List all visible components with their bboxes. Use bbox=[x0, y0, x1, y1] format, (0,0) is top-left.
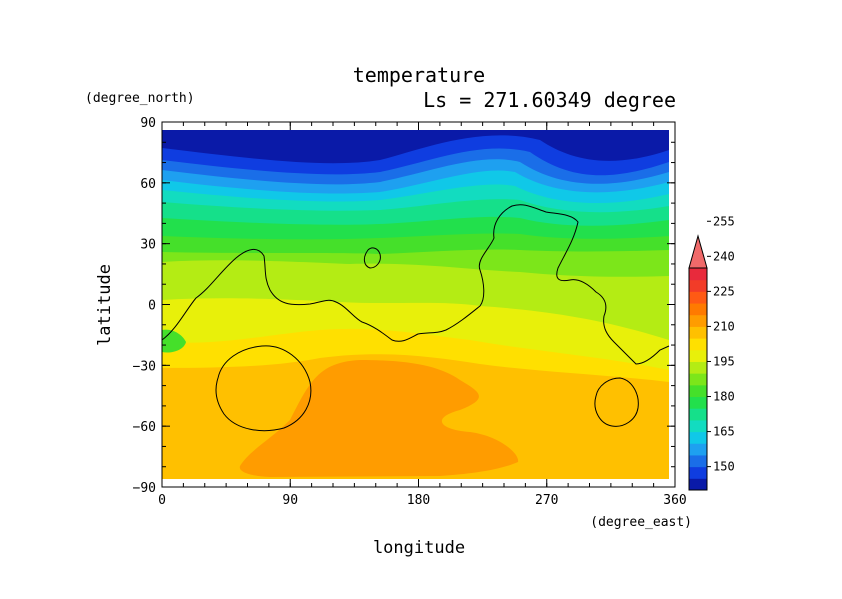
contour-small-island bbox=[363, 247, 381, 269]
x-units-label: (degree_east) bbox=[590, 515, 692, 530]
temperature-field bbox=[162, 130, 669, 479]
chart-title: temperature bbox=[353, 63, 485, 87]
colorbar-swatch bbox=[689, 408, 707, 421]
colorbar-tick-label: 195 bbox=[713, 354, 735, 368]
x-tick-label: 180 bbox=[407, 493, 430, 508]
colorbar-swatch bbox=[689, 454, 707, 468]
colorbar-tick-label: 150 bbox=[713, 460, 735, 474]
colorbar-swatch bbox=[689, 373, 707, 386]
colorbar-swatch bbox=[689, 431, 707, 444]
band-240 bbox=[239, 360, 519, 477]
colorbar-frame bbox=[688, 267, 708, 491]
colorbar-swatch bbox=[689, 361, 707, 374]
x-axis: 0 90 180 270 360 bbox=[158, 122, 687, 508]
colorbar-swatch bbox=[689, 396, 707, 409]
colorbar-swatch bbox=[689, 326, 707, 339]
y-axis-label: latitude bbox=[95, 264, 115, 346]
contour-south-crater-right bbox=[594, 377, 639, 427]
colorbar: 255 240 225 210 195 180 165 150 bbox=[688, 214, 735, 491]
contour-north-continent-west bbox=[161, 204, 670, 365]
x-tick-label: 270 bbox=[535, 493, 558, 508]
colorbar-tick-label: 180 bbox=[713, 390, 735, 404]
topography-contours bbox=[161, 204, 670, 432]
y-tick-label: 90 bbox=[140, 116, 156, 131]
colorbar-swatch bbox=[689, 291, 707, 304]
y-axis: 90 60 30 0 −30 −60 −90 bbox=[133, 116, 675, 496]
colorbar-swatch bbox=[689, 478, 707, 491]
colorbar-swatch bbox=[689, 419, 707, 433]
colorbar-tick-label: 255 bbox=[713, 214, 735, 228]
colorbar-swatch bbox=[689, 303, 707, 316]
colorbar-overflow-arrow bbox=[688, 234, 708, 269]
colorbar-swatch bbox=[689, 349, 707, 362]
colorbar-tick-label: 225 bbox=[713, 284, 735, 298]
colorbar-tick-label: 165 bbox=[713, 425, 735, 439]
contour-south-crater-left bbox=[215, 345, 312, 432]
colorbar-tick-label: 210 bbox=[713, 319, 735, 333]
y-tick-label: −90 bbox=[133, 481, 156, 496]
x-tick-label: 90 bbox=[282, 493, 298, 508]
colorbar-tick-label: 240 bbox=[713, 249, 735, 263]
y-tick-label: 0 bbox=[148, 299, 156, 314]
y-tick-label: 60 bbox=[140, 177, 156, 192]
colorbar-swatch bbox=[689, 279, 707, 292]
y-tick-label: −60 bbox=[133, 420, 156, 435]
colorbar-swatch bbox=[689, 338, 707, 351]
x-tick-label: 0 bbox=[158, 493, 166, 508]
chart-subtitle: Ls = 271.60349 degree bbox=[423, 88, 676, 112]
colorbar-swatch bbox=[689, 268, 707, 281]
colorbar-swatch bbox=[689, 384, 707, 398]
colorbar-swatch bbox=[689, 314, 707, 327]
y-tick-label: −30 bbox=[133, 359, 156, 374]
colorbar-swatch bbox=[689, 466, 707, 479]
colorbar-swatch bbox=[689, 443, 707, 456]
x-tick-label: 360 bbox=[663, 493, 686, 508]
y-tick-label: 30 bbox=[140, 238, 156, 253]
y-units-label: (degree_north) bbox=[85, 91, 195, 106]
x-axis-label: longitude bbox=[373, 538, 465, 558]
